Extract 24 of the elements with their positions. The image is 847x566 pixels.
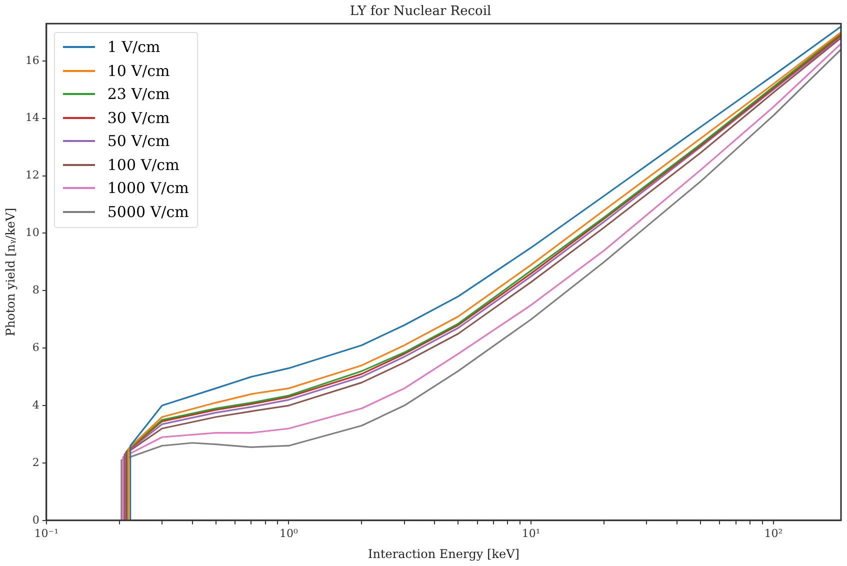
y-tick-label: 0 (32, 513, 40, 526)
y-tick-label: 6 (32, 340, 40, 354)
y-tick-label: 10 (25, 226, 40, 240)
legend-label: 100 V/cm (107, 156, 180, 174)
legend-label: 23 V/cm (107, 85, 170, 104)
y-tick-label: 14 (25, 111, 40, 124)
y-tick-label: 4 (32, 398, 40, 412)
x-tick-label: 10⁻¹ (34, 526, 59, 540)
legend-label: 5000 V/cm (107, 202, 189, 221)
legend-label: 1 V/cm (107, 38, 160, 56)
x-axis-title: Interaction Energy [keV] (368, 546, 520, 561)
x-tick-label: 10⁰ (280, 526, 299, 540)
y-tick-label: 12 (25, 168, 40, 182)
y-tick-label: 8 (32, 284, 40, 297)
y-tick-label: 2 (32, 456, 40, 469)
legend-label: 10 V/cm (107, 62, 170, 80)
legend-label: 1000 V/cm (107, 179, 189, 198)
y-axis-title: Photon yield [nᵧ/keV] (3, 208, 18, 336)
y-tick-label: 16 (25, 54, 40, 67)
legend-label: 30 V/cm (107, 108, 170, 127)
x-tick-label: 10² (764, 526, 783, 540)
x-tick-label: 10¹ (522, 526, 540, 540)
chart-title: LY for Nuclear Recoil (350, 4, 492, 20)
legend-label: 50 V/cm (107, 132, 170, 150)
